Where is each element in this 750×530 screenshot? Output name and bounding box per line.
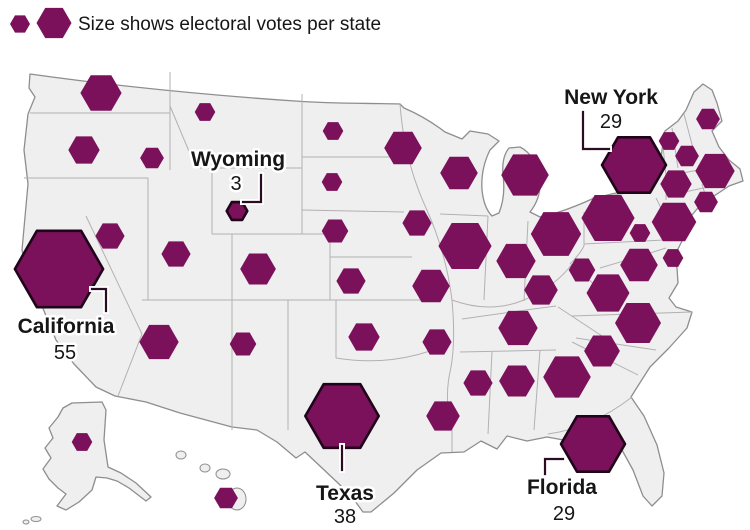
state-hex-mt <box>194 103 216 121</box>
state-hex-me <box>696 108 720 130</box>
callout-state-name: Florida <box>527 476 597 499</box>
state-hex-va <box>586 274 630 312</box>
state-hex-tn <box>498 310 538 346</box>
state-hex-wi <box>440 156 478 190</box>
state-hex-nv <box>95 223 125 249</box>
aleutian-islands <box>22 516 42 525</box>
callout-fl: Florida 29 <box>524 456 600 528</box>
callout-electoral-votes: 38 <box>334 506 356 528</box>
legend-small-hex-icon <box>10 15 30 33</box>
state-hex-nh <box>675 145 699 167</box>
legend-label: Size shows electoral votes per state <box>78 14 381 35</box>
state-hex-al <box>499 365 535 397</box>
state-hex-ar <box>422 329 452 355</box>
callout-state-name: Texas <box>316 482 374 505</box>
state-hex-fl <box>559 414 627 474</box>
callout-line <box>543 457 565 476</box>
state-hex-nm <box>229 332 257 356</box>
state-hex-or <box>68 136 100 164</box>
state-hex-mo <box>412 269 450 303</box>
callout-line <box>241 173 263 204</box>
state-hex-ri <box>694 191 718 213</box>
state-hex-ny <box>600 136 668 194</box>
state-hex-co <box>240 253 276 285</box>
state-hex-tx <box>303 382 381 450</box>
state-hex-ia <box>402 210 432 236</box>
callout-electoral-votes: 3 <box>230 173 241 195</box>
alaska-outline <box>42 401 152 511</box>
state-hex-id <box>140 147 164 169</box>
state-hex-ga <box>543 356 591 398</box>
state-hex-ct <box>660 170 692 198</box>
state-hex-nc <box>615 303 661 343</box>
state-hex-il <box>438 223 492 269</box>
callout-line <box>90 287 108 313</box>
state-hex-wa <box>80 75 122 111</box>
state-hex-dc <box>662 249 684 267</box>
state-hex-wv <box>568 258 596 282</box>
state-hex-nd <box>322 122 344 140</box>
legend: Size shows electoral votes per state <box>10 7 381 39</box>
state-hex-az <box>139 324 179 360</box>
state-hex-ms <box>463 370 493 396</box>
callout-state-name: Wyoming <box>191 148 285 171</box>
state-hex-in <box>496 243 536 279</box>
callout-line <box>581 110 611 151</box>
state-hex-ky <box>524 275 558 305</box>
state-hex-ok <box>348 323 380 351</box>
state-hex-ut <box>161 241 191 267</box>
state-hex-sd <box>321 173 343 191</box>
state-callouts: New York29Wyoming3California55Texas38Flo… <box>15 84 661 530</box>
state-hex-la <box>426 401 460 431</box>
state-hex-ks <box>336 268 366 294</box>
state-hex-de <box>629 224 651 242</box>
state-hex-hi <box>214 487 238 509</box>
state-hex-vt <box>658 132 680 150</box>
legend-large-hex-icon <box>36 7 72 39</box>
callout-line-casing <box>542 456 566 477</box>
callout-electoral-votes: 29 <box>600 111 622 133</box>
state-hex-pa <box>581 195 635 241</box>
callout-ca: California 55 <box>15 286 117 367</box>
callout-state-name: California <box>18 315 115 338</box>
callout-state-name: New York <box>564 86 658 109</box>
callout-electoral-votes: 55 <box>54 342 76 364</box>
state-hex-sc <box>584 335 620 367</box>
state-hexagons <box>13 75 735 509</box>
callout-electoral-votes: 29 <box>553 503 575 525</box>
state-hex-mi <box>501 154 549 196</box>
state-hex-oh <box>530 212 582 256</box>
state-hex-ak <box>71 433 93 451</box>
state-hex-mn <box>384 131 422 165</box>
state-hex-nj <box>651 202 697 242</box>
state-hex-ma <box>695 153 735 189</box>
state-hex-md <box>620 248 658 282</box>
state-hex-ca <box>13 229 105 309</box>
state-hex-ne <box>321 219 349 243</box>
